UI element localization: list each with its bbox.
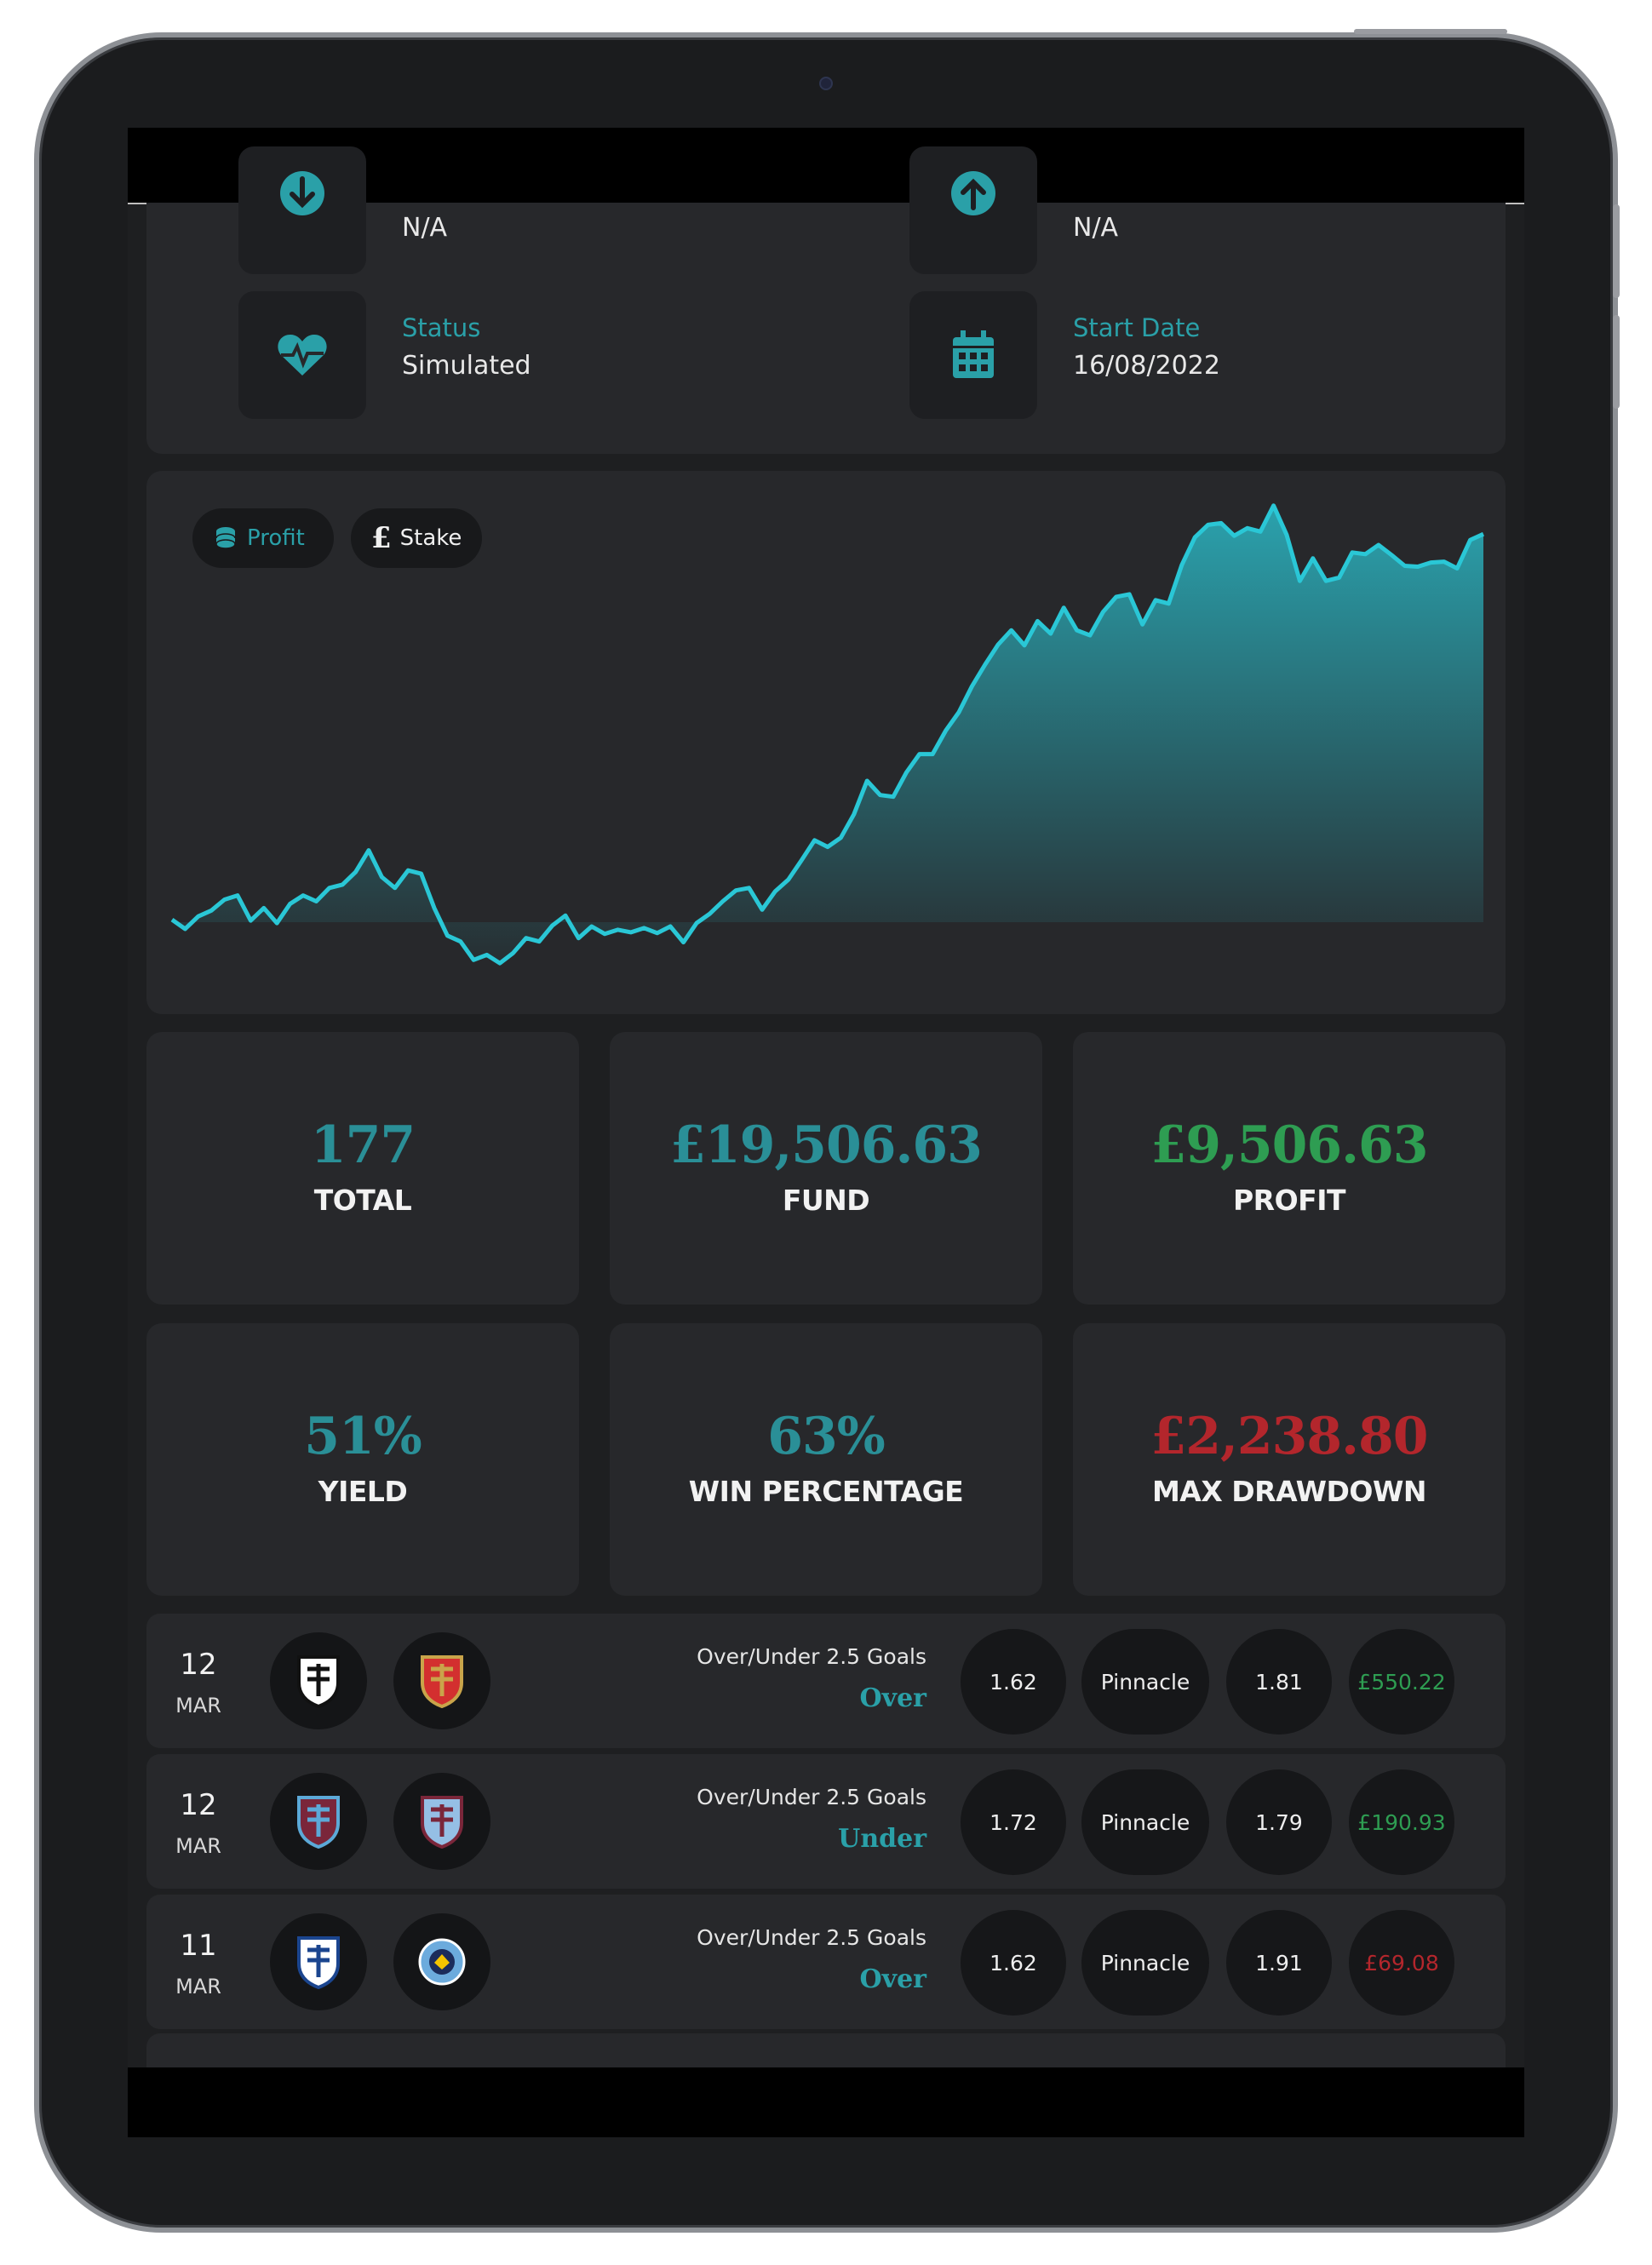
bet-bookmaker[interactable]: Pinnacle [1081,1769,1209,1875]
bet-day: 12 [180,1788,217,1822]
stat-card-yield: 51% YIELD [146,1323,579,1596]
stat-value: 177 [310,1115,416,1175]
bet-row[interactable]: 12 MAR Over/Under 2.5 Goals Under 1.72 Pinnac… [146,1754,1506,1889]
up-arrow-icon [951,171,995,215]
bet-selection: Under [838,1824,926,1854]
home-indicator-bar [128,2067,1524,2137]
crystal-palace-badge-icon [270,1913,367,2010]
bet-month: MAR [175,1975,221,1998]
bet-selection: Over [859,1964,926,1994]
status-icon-box [238,291,366,419]
info-value-1: N/A [402,213,448,243]
stat-value: £2,238.80 [1150,1407,1428,1466]
chart-area-fill [172,505,1483,964]
manchester-city-badge-icon [393,1913,490,2010]
stat-label: WIN PERCENTAGE [688,1475,964,1508]
info-value-2: N/A [1073,213,1119,243]
stat-label: YIELD [318,1475,408,1508]
bet-closing-odds: 1.91 [1226,1910,1332,2016]
profit-chart-card: Profit £ Stake [146,471,1506,1014]
strategy-info-card: N/A N/A Status Simulated Start Date 16/0… [146,146,1506,454]
aston-villa-badge-icon [393,1773,490,1870]
fulham-badge-icon [270,1632,367,1729]
bet-day: 11 [180,1929,217,1963]
status-label: Status [402,313,481,342]
stat-value: 63% [767,1407,886,1466]
bet-day: 12 [180,1648,217,1682]
stat-value: £9,506.63 [1150,1115,1428,1175]
bet-month: MAR [175,1834,221,1858]
calendar-icon [953,330,994,378]
profit-toggle-label: Profit [247,525,305,551]
app-screen: N/A N/A Status Simulated Start Date 16/0… [128,128,1524,2137]
profit-toggle-button[interactable]: Profit [192,508,334,568]
bet-result: £69.08 [1349,1910,1454,2016]
stat-label: PROFIT [1233,1184,1345,1217]
bet-month: MAR [175,1694,221,1717]
info-icon-box-1 [238,146,366,274]
west-ham-badge-icon [270,1773,367,1870]
bet-selection: Over [859,1683,926,1713]
start-date-label: Start Date [1073,313,1201,342]
bet-result: £190.93 [1349,1769,1454,1875]
bet-odds: 1.62 [961,1629,1066,1735]
camera-icon [819,77,833,90]
bet-market: Over/Under 2.5 Goals [697,1785,926,1809]
status-value: Simulated [402,351,531,381]
bet-row[interactable]: 12 MAR Over/Under 2.5 Goals Over 1.62 Pinnacl… [146,1614,1506,1748]
stat-value: £19,506.63 [670,1115,983,1175]
top-button [1354,29,1507,34]
profit-area-chart [170,503,1485,966]
stat-card-fund: £19,506.63 FUND [610,1032,1042,1305]
stat-card-max-drawdown: £2,238.80 MAX DRAWDOWN [1073,1323,1506,1596]
stat-card-total: 177 TOTAL [146,1032,579,1305]
bet-market: Over/Under 2.5 Goals [697,1644,926,1669]
start-date-icon-box [909,291,1037,419]
arsenal-badge-icon [393,1632,490,1729]
bet-bookmaker[interactable]: Pinnacle [1081,1910,1209,2016]
bet-market: Over/Under 2.5 Goals [697,1925,926,1950]
pound-icon: £ [371,521,392,555]
stat-label: FUND [782,1184,870,1217]
bet-result: £550.22 [1349,1629,1454,1735]
stat-value: 51% [304,1407,422,1466]
stat-card-win-percentage: 63% WIN PERCENTAGE [610,1323,1042,1596]
bet-row[interactable]: 11 MAR Over/Under 2.5 Goals Over 1.62 Pinnacl… [146,1895,1506,2029]
volume-down-button [1613,315,1620,409]
start-date-value: 16/08/2022 [1073,351,1220,381]
stat-label: TOTAL [313,1184,412,1217]
heartbeat-icon [278,335,327,376]
down-arrow-icon [280,171,324,215]
stake-toggle-button[interactable]: £ Stake [351,508,482,568]
coins-icon [215,527,236,549]
bet-odds: 1.72 [961,1769,1066,1875]
bet-closing-odds: 1.81 [1226,1629,1332,1735]
bet-bookmaker[interactable]: Pinnacle [1081,1629,1209,1735]
stake-toggle-label: Stake [399,525,462,551]
stat-card-profit: £9,506.63 PROFIT [1073,1032,1506,1305]
info-icon-box-2 [909,146,1037,274]
volume-up-button [1613,204,1620,298]
chart-series-line [170,503,1485,966]
bet-closing-odds: 1.79 [1226,1769,1332,1875]
stat-label: MAX DRAWDOWN [1151,1475,1427,1508]
bet-odds: 1.62 [961,1910,1066,2016]
